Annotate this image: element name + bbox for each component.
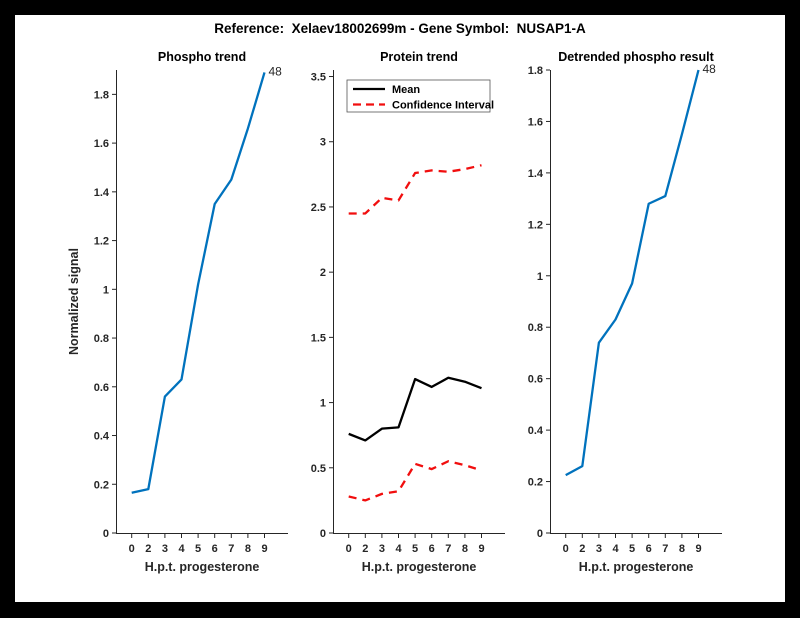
last-point-annotation: 48	[269, 64, 283, 78]
y-tick-label: 0	[103, 528, 109, 540]
x-tick-label: 9	[261, 543, 267, 555]
legend: Mean Confidence Interval	[346, 79, 494, 113]
x-axis-label: H.p.t. progesterone	[579, 560, 694, 574]
y-tick-label: 0.6	[528, 374, 543, 386]
x-tick-label: 3	[596, 543, 602, 555]
x-tick-label: 4	[612, 543, 619, 555]
x-tick-label: 7	[662, 543, 668, 555]
subplot-title: Detrended phospho result	[558, 50, 714, 64]
y-tick-label: 3.5	[311, 72, 326, 84]
x-tick-label: 2	[579, 543, 585, 555]
x-tick-label: 2	[145, 543, 151, 555]
y-axis: 0 0.2 0.4 0.6 0.8 1 1.2 1.4 1.6 1.8	[528, 65, 550, 540]
line-detrended-phospho	[565, 69, 700, 477]
x-tick-label: 8	[679, 543, 685, 555]
x-axis-label: H.p.t. progesterone	[362, 560, 477, 574]
axes	[116, 70, 288, 534]
line-confidence-interval-upper	[348, 164, 482, 215]
x-tick-label: 6	[646, 543, 652, 555]
x-tick-label: 8	[245, 543, 251, 555]
y-tick-label: 0	[537, 528, 543, 540]
legend-box	[346, 79, 491, 113]
y-tick-label: 0.2	[94, 479, 109, 491]
y-tick-label: 0.4	[528, 425, 544, 437]
y-tick-label: 0.4	[94, 431, 110, 443]
x-tick-label: 5	[195, 543, 201, 555]
y-tick-label: 0	[320, 528, 326, 540]
subplot-detrended-phospho-result: 00.20.40.60.811.21.41.61.80 2 3 4 5 6 7 8 9Detre…	[528, 50, 722, 574]
figure-title: Reference: Xelaev18002699m - Gene Symbol…	[214, 21, 586, 36]
x-tick-label: 3	[162, 543, 168, 555]
subplot-title: Protein trend	[380, 50, 458, 64]
subplot-title: Phospho trend	[158, 50, 246, 64]
x-axis-label: H.p.t. progesterone	[145, 560, 260, 574]
line-confidence-interval-lower	[348, 460, 482, 502]
line-mean	[348, 376, 482, 442]
axes	[333, 70, 505, 534]
y-axis: 0 0.2 0.4 0.6 0.8 1 1.2 1.4 1.6 1.8	[94, 89, 116, 540]
y-tick-label: 1.4	[94, 187, 110, 199]
y-tick-label: 1	[537, 271, 543, 283]
y-tick-label: 0.8	[528, 322, 543, 334]
x-tick-label: 5	[412, 543, 418, 555]
line-phospho	[131, 72, 266, 494]
y-tick-label: 3	[320, 137, 326, 149]
subplot-phospho-trend: 00.20.40.60.811.21.41.61.80 2 3 4 5 6 7 8 9Phosp…	[67, 50, 288, 574]
x-tick-label: 4	[178, 543, 185, 555]
y-tick-label: 1.8	[94, 89, 109, 101]
y-tick-label: 0.5	[311, 463, 326, 475]
y-tick-label: 2	[320, 267, 326, 279]
x-tick-label: 6	[429, 543, 435, 555]
x-tick-label: 5	[629, 543, 635, 555]
y-tick-label: 1.2	[94, 236, 109, 248]
y-tick-label: 0.8	[94, 333, 109, 345]
y-tick-label: 1.4	[528, 168, 544, 180]
y-tick-label: 0.2	[528, 477, 543, 489]
x-tick-label: 9	[695, 543, 701, 555]
y-tick-label: 0.6	[94, 382, 109, 394]
charts-svg: 00.20.40.60.811.21.41.61.80 2 3 4 5 6 7 8 9Phosp…	[67, 50, 722, 574]
y-tick-label: 1.8	[528, 65, 543, 77]
y-tick-label: 1	[103, 284, 109, 296]
figure-canvas: Reference: Xelaev18002699m - Gene Symbol…	[15, 15, 785, 602]
y-tick-label: 1.6	[94, 138, 109, 150]
y-tick-label: 1	[320, 398, 326, 410]
y-axis-label: Normalized signal	[67, 248, 81, 355]
y-tick-label: 2.5	[311, 202, 326, 214]
x-tick-label: 0	[563, 543, 569, 555]
legend-label: Confidence Interval	[392, 100, 494, 112]
y-axis: 0 0.5 1 1.5 2 2.5 3 3.5	[311, 72, 333, 540]
last-point-annotation: 48	[703, 62, 717, 76]
x-tick-label: 7	[228, 543, 234, 555]
x-tick-label: 7	[445, 543, 451, 555]
y-tick-label: 1.2	[528, 219, 543, 231]
y-tick-label: 1.5	[311, 332, 326, 344]
x-tick-label: 9	[478, 543, 484, 555]
x-tick-label: 0	[129, 543, 135, 555]
legend-label: Mean	[392, 84, 420, 96]
x-tick-label: 3	[379, 543, 385, 555]
x-tick-label: 6	[212, 543, 218, 555]
x-tick-label: 0	[346, 543, 352, 555]
x-tick-label: 4	[395, 543, 402, 555]
x-tick-label: 8	[462, 543, 468, 555]
axes	[550, 70, 722, 534]
x-tick-label: 2	[362, 543, 368, 555]
y-tick-label: 1.6	[528, 116, 543, 128]
